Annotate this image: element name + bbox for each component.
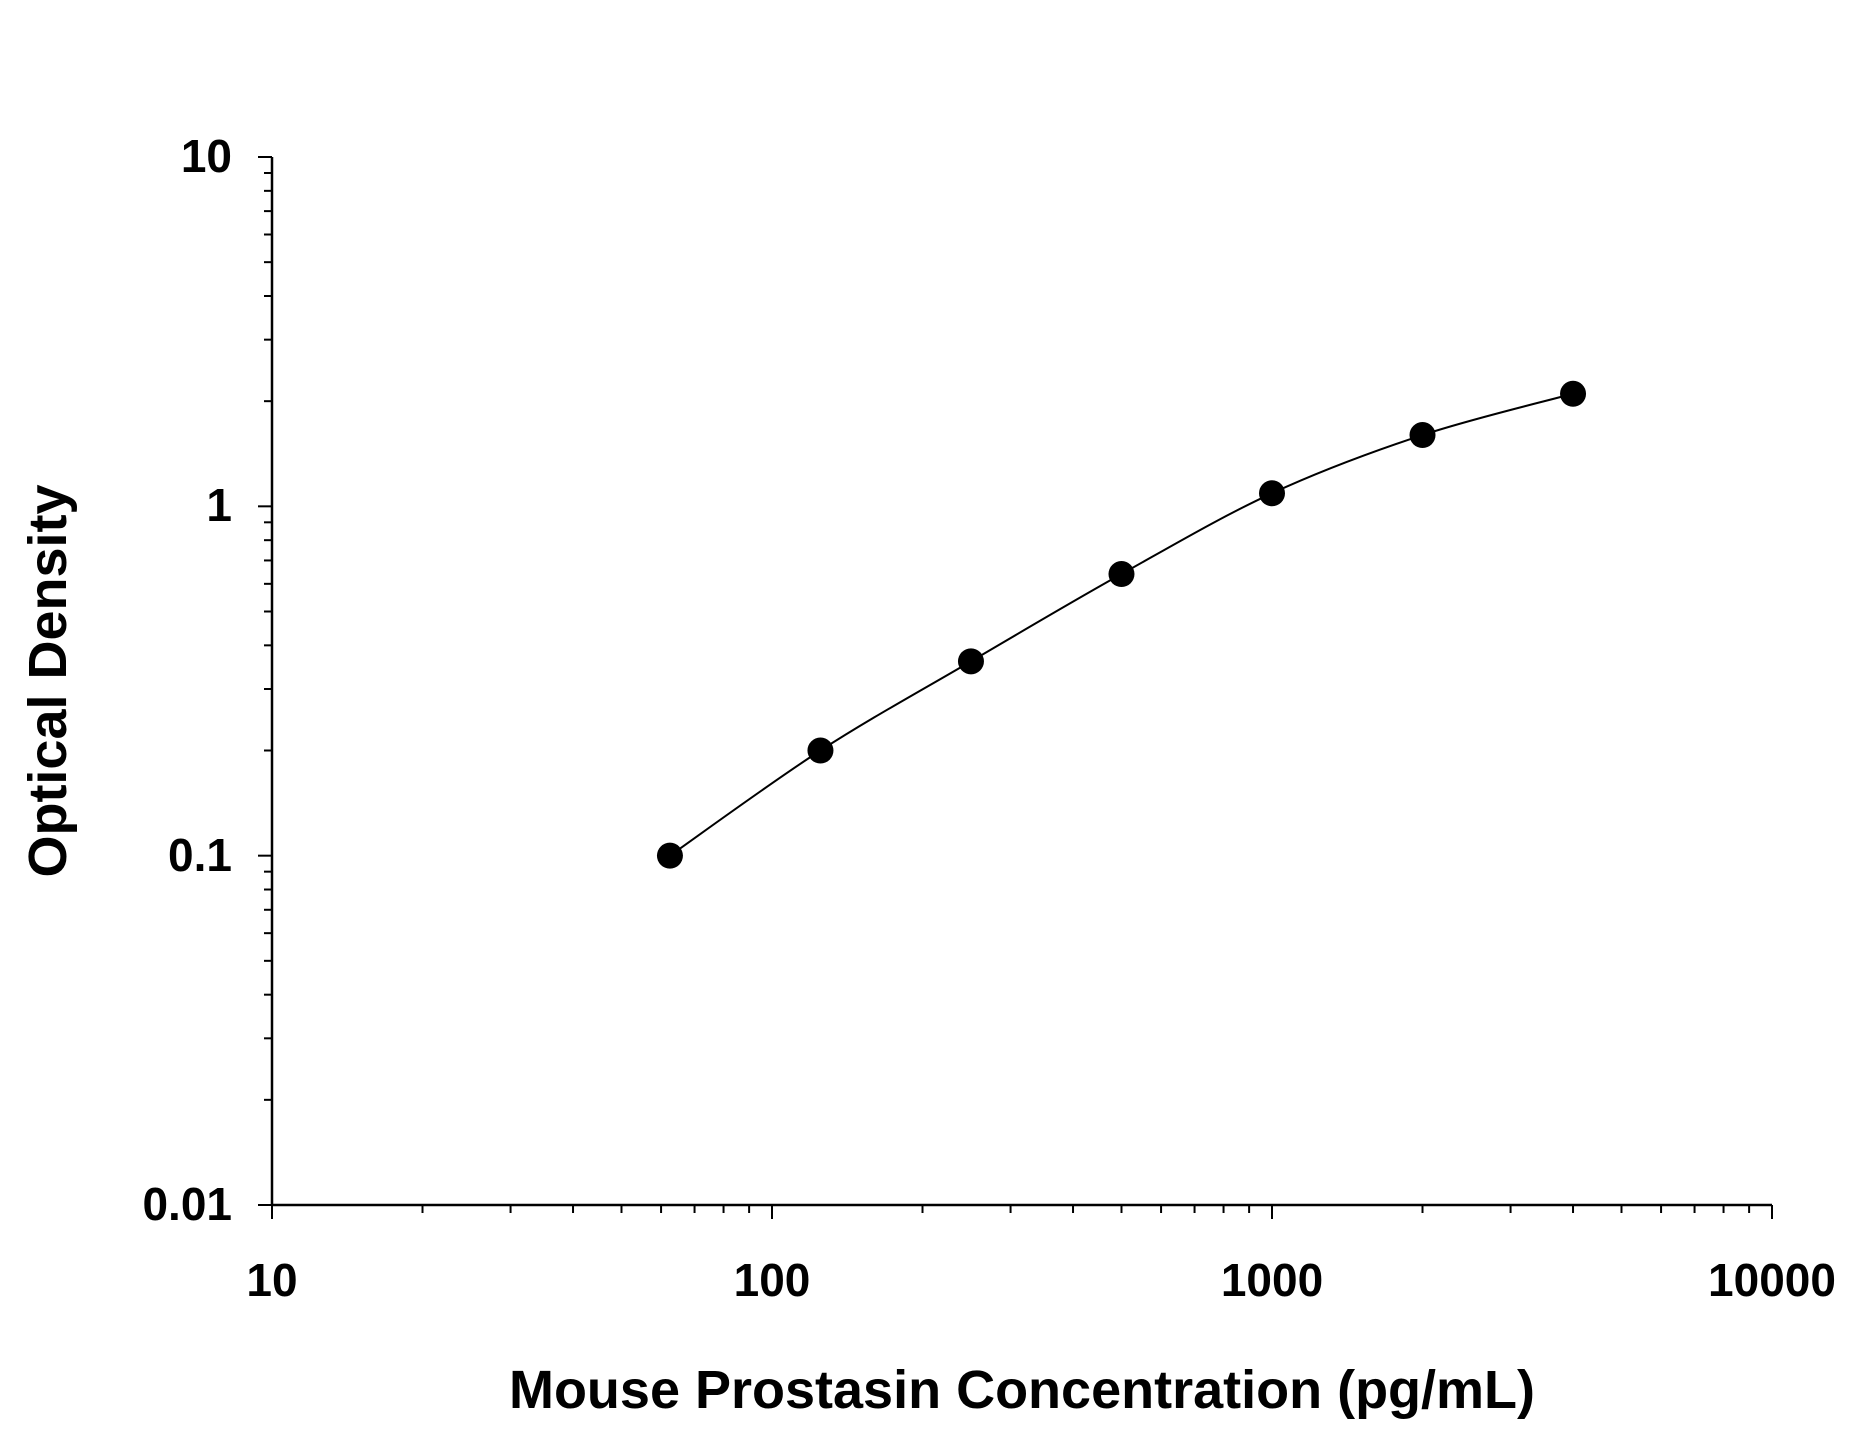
data-point [1259, 480, 1285, 507]
data-point [957, 648, 984, 675]
y-tick-label: 10 [181, 130, 232, 182]
y-tick-label: 0.01 [142, 1178, 232, 1230]
y-axis-title: Optical Density [18, 484, 78, 877]
x-tick-label: 1000 [1221, 1254, 1323, 1306]
axes [270, 157, 1772, 1207]
data-point [807, 737, 834, 764]
x-tick-label: 100 [734, 1254, 811, 1306]
data-point [1560, 380, 1587, 407]
x-tick-label: 10 [246, 1254, 297, 1306]
y-tick-label: 0.1 [168, 829, 232, 881]
x-axis-title: Mouse Prostasin Concentration (pg/mL) [509, 1360, 1535, 1420]
data-point [1409, 422, 1436, 449]
x-tick-label: 10000 [1708, 1254, 1836, 1306]
data-point [656, 842, 683, 869]
ticks [258, 156, 1773, 1219]
y-tick-label: 1 [206, 479, 232, 531]
data-points [656, 380, 1587, 869]
fit-curve [669, 392, 1574, 857]
data-point [1108, 561, 1135, 588]
